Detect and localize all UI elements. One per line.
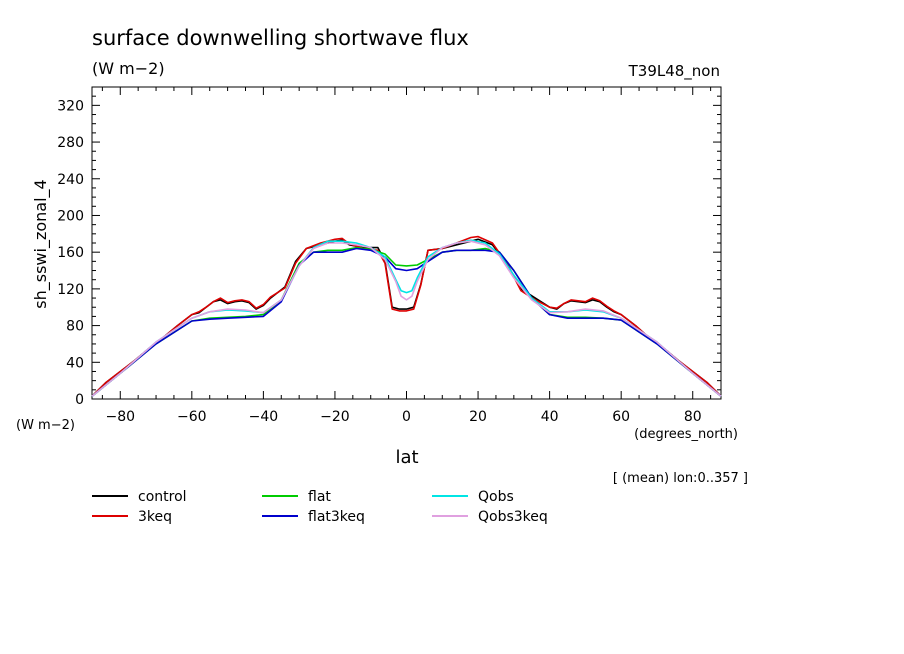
y-tick-label: 120 bbox=[57, 282, 84, 298]
x-tick-label: −60 bbox=[177, 409, 207, 425]
y-tick-label: 200 bbox=[57, 208, 84, 224]
x-tick-label: 80 bbox=[684, 409, 702, 425]
experiment-label: T39L48_non bbox=[628, 62, 720, 81]
series-line-control bbox=[91, 238, 722, 397]
y-axis-label: sh_sswi_zonal_4 bbox=[31, 179, 51, 308]
plot-frame bbox=[91, 86, 722, 400]
chart-legend: control 3keq flat flat3keq Qobs Qobs3keq bbox=[92, 489, 548, 525]
x-tick-label: −80 bbox=[105, 409, 135, 425]
x-tick-label: 60 bbox=[612, 409, 630, 425]
x-tick-label: 0 bbox=[402, 409, 411, 425]
y-tick-label: 80 bbox=[66, 319, 84, 335]
y-tick-label: 160 bbox=[57, 245, 84, 261]
legend-label: Qobs3keq bbox=[478, 509, 548, 525]
series-line-qobs3keq bbox=[91, 240, 722, 397]
legend-label: flat3keq bbox=[308, 509, 365, 525]
legend-label: Qobs bbox=[478, 489, 514, 505]
series-line-flat3keq bbox=[91, 247, 722, 397]
axis-tick-labels: −80 −60 −40 −20 0 20 40 60 80 0 40 80 120 160 200 240 28… bbox=[57, 98, 701, 425]
series-line-3keq bbox=[91, 235, 722, 397]
x-units-label: (degrees_north) bbox=[634, 427, 738, 442]
legend-label: control bbox=[138, 489, 187, 505]
y-units-label: (W m−2) bbox=[16, 418, 75, 433]
legend-label: flat bbox=[308, 489, 331, 505]
chart-header: surface downwelling shortwave flux (W m−… bbox=[92, 26, 720, 81]
series-lines bbox=[91, 235, 722, 397]
x-tick-label: 20 bbox=[469, 409, 487, 425]
y-tick-label: 320 bbox=[57, 98, 84, 114]
units-label: (W m−2) bbox=[92, 59, 165, 78]
y-tick-label: 0 bbox=[75, 392, 84, 408]
y-tick-label: 40 bbox=[66, 355, 84, 371]
y-tick-label: 240 bbox=[57, 172, 84, 188]
x-tick-label: −40 bbox=[249, 409, 279, 425]
legend-label: 3keq bbox=[138, 509, 172, 525]
y-tick-label: 280 bbox=[57, 135, 84, 151]
averaging-note: [ (mean) lon:0..357 ] bbox=[613, 471, 748, 486]
series-line-flat bbox=[91, 246, 722, 397]
x-axis-label: lat bbox=[395, 447, 418, 468]
axis-ticks bbox=[92, 86, 721, 400]
chart-title: surface downwelling shortwave flux bbox=[92, 26, 469, 50]
x-tick-label: 40 bbox=[541, 409, 559, 425]
x-tick-label: −20 bbox=[320, 409, 350, 425]
